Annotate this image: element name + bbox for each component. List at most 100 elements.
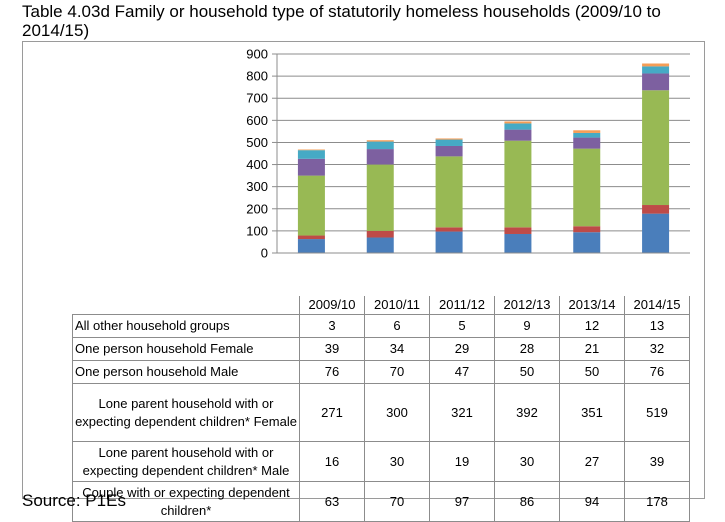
bar-segment [642,205,670,214]
data-cell: 34 [364,337,430,361]
bar-segment [573,148,601,227]
data-cell: 351 [559,383,625,442]
table-row: One person household Female 39 34 29 28 21 32 [72,337,690,361]
data-cell: 76 [299,360,365,384]
source-note: Source: P1Es [22,491,126,510]
bar-segment [573,137,601,149]
series-label: All other household groups [72,314,300,338]
bar-segment [504,129,532,141]
bar-segment [297,235,325,240]
table-row: Couple with or expecting dependent child… [72,481,690,522]
data-cell: 21 [559,337,625,361]
x-tick-label: 2009/10 [299,296,365,315]
bar-segment [435,156,463,228]
bar-segment [504,121,532,124]
series-label: One person household Female [72,337,300,361]
data-cell: 392 [494,383,560,442]
bar-segment [297,158,325,176]
bar-segment [366,230,394,238]
data-cell: 39 [299,337,365,361]
data-cell: 28 [494,337,560,361]
stacked-bar-chart: 0 100 200 300 400 500 600 700 800 900 [246,47,690,261]
table-row: One person household Male 76 70 47 50 50 76 [72,360,690,384]
y-tick-label: 800 [246,69,268,84]
x-tick-label: 2011/12 [429,296,495,315]
table-header-row: 2009/10 2010/11 2011/12 2012/13 2013/14 2014/… [72,296,690,315]
bar-segment [642,213,670,253]
bar-segment [573,130,601,133]
y-tick-label: 600 [246,113,268,128]
bar-segment [642,90,670,206]
x-tick-label: 2012/13 [494,296,560,315]
y-tick-label: 200 [246,201,268,216]
data-cell: 5 [429,314,495,338]
data-cell: 50 [494,360,560,384]
bar-segment [435,138,463,140]
bar-segment [642,66,670,74]
bar-segment [573,232,601,253]
bar-segment [366,237,394,253]
y-tick-label: 400 [246,157,268,172]
bar-segment [504,140,532,228]
table-row: Lone parent household with or expecting … [72,441,690,482]
bar-segment [297,239,325,253]
bar-segment [366,141,394,150]
bar-segment [642,63,670,67]
y-tick-label: 700 [246,91,268,106]
data-cell: 97 [429,481,495,522]
data-cell: 12 [559,314,625,338]
y-tick-label: 900 [246,47,268,62]
x-tick-label: 2014/15 [624,296,690,315]
data-cell: 86 [494,481,560,522]
data-cell: 19 [429,441,495,482]
data-cell: 321 [429,383,495,442]
data-cell: 9 [494,314,560,338]
y-tick-label: 0 [261,246,268,261]
data-cell: 39 [624,441,690,482]
data-cell: 27 [559,441,625,482]
bar-segment [435,145,463,157]
bar-segment [297,150,325,159]
data-cell: 178 [624,481,690,522]
data-cell: 94 [559,481,625,522]
bar-segment [642,73,670,91]
bar-segment [366,149,394,165]
bar-segment [297,175,325,236]
data-cell: 70 [364,481,430,522]
data-cell: 50 [559,360,625,384]
y-tick-label: 300 [246,179,268,194]
x-tick-label: 2013/14 [559,296,625,315]
data-cell: 70 [364,360,430,384]
data-cell: 32 [624,337,690,361]
data-cell: 271 [299,383,365,442]
data-cell: 519 [624,383,690,442]
bar-segment [573,226,601,233]
table-row: All other household groups 3 6 5 9 12 13 [72,314,690,338]
bar-segment [297,149,325,151]
data-table: 2009/10 2010/11 2011/12 2012/13 2013/14 2014/… [72,296,690,522]
data-cell: 63 [299,481,365,522]
bar-segment [504,123,532,130]
bar-segment [435,227,463,232]
data-cell: 6 [364,314,430,338]
series-label: Lone parent household with or expecting … [72,383,300,442]
data-cell: 30 [494,441,560,482]
bar-segment [435,231,463,253]
data-cell: 16 [299,441,365,482]
data-cell: 300 [364,383,430,442]
bar-segment [504,233,532,253]
data-cell: 76 [624,360,690,384]
bar-segment [435,139,463,146]
y-tick-label: 100 [246,223,268,238]
bar-segment [573,132,601,138]
bar-segment [366,164,394,231]
series-label: Lone parent household with or expecting … [72,441,300,482]
page-title: Table 4.03d Family or household type of … [22,2,661,40]
data-cell: 30 [364,441,430,482]
series-label: One person household Male [72,360,300,384]
bar-segment [504,227,532,234]
data-cell: 29 [429,337,495,361]
table-corner-blank [72,296,300,315]
data-cell: 47 [429,360,495,384]
y-tick-label: 500 [246,135,268,150]
